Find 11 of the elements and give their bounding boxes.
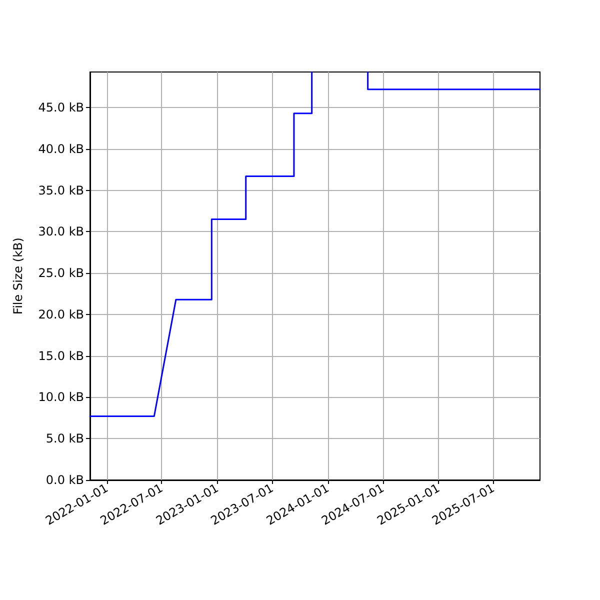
y-tick-label: 25.0 kB <box>38 266 84 280</box>
y-tick-label: 40.0 kB <box>38 142 84 156</box>
y-tick-label: 15.0 kB <box>38 348 84 363</box>
y-axis-title: File Size (kB) <box>11 238 25 314</box>
y-tick-label: 45.0 kB <box>38 100 84 115</box>
y-tick-label: 35.0 kB <box>38 183 84 198</box>
y-tick-label: 30.0 kB <box>38 224 84 239</box>
y-tick-label: 5.0 kB <box>46 432 84 446</box>
y-tick-label: 20.0 kB <box>38 307 84 322</box>
y-tick-label: 10.0 kB <box>38 390 84 404</box>
y-tick-label: 0.0 kB <box>46 473 84 487</box>
